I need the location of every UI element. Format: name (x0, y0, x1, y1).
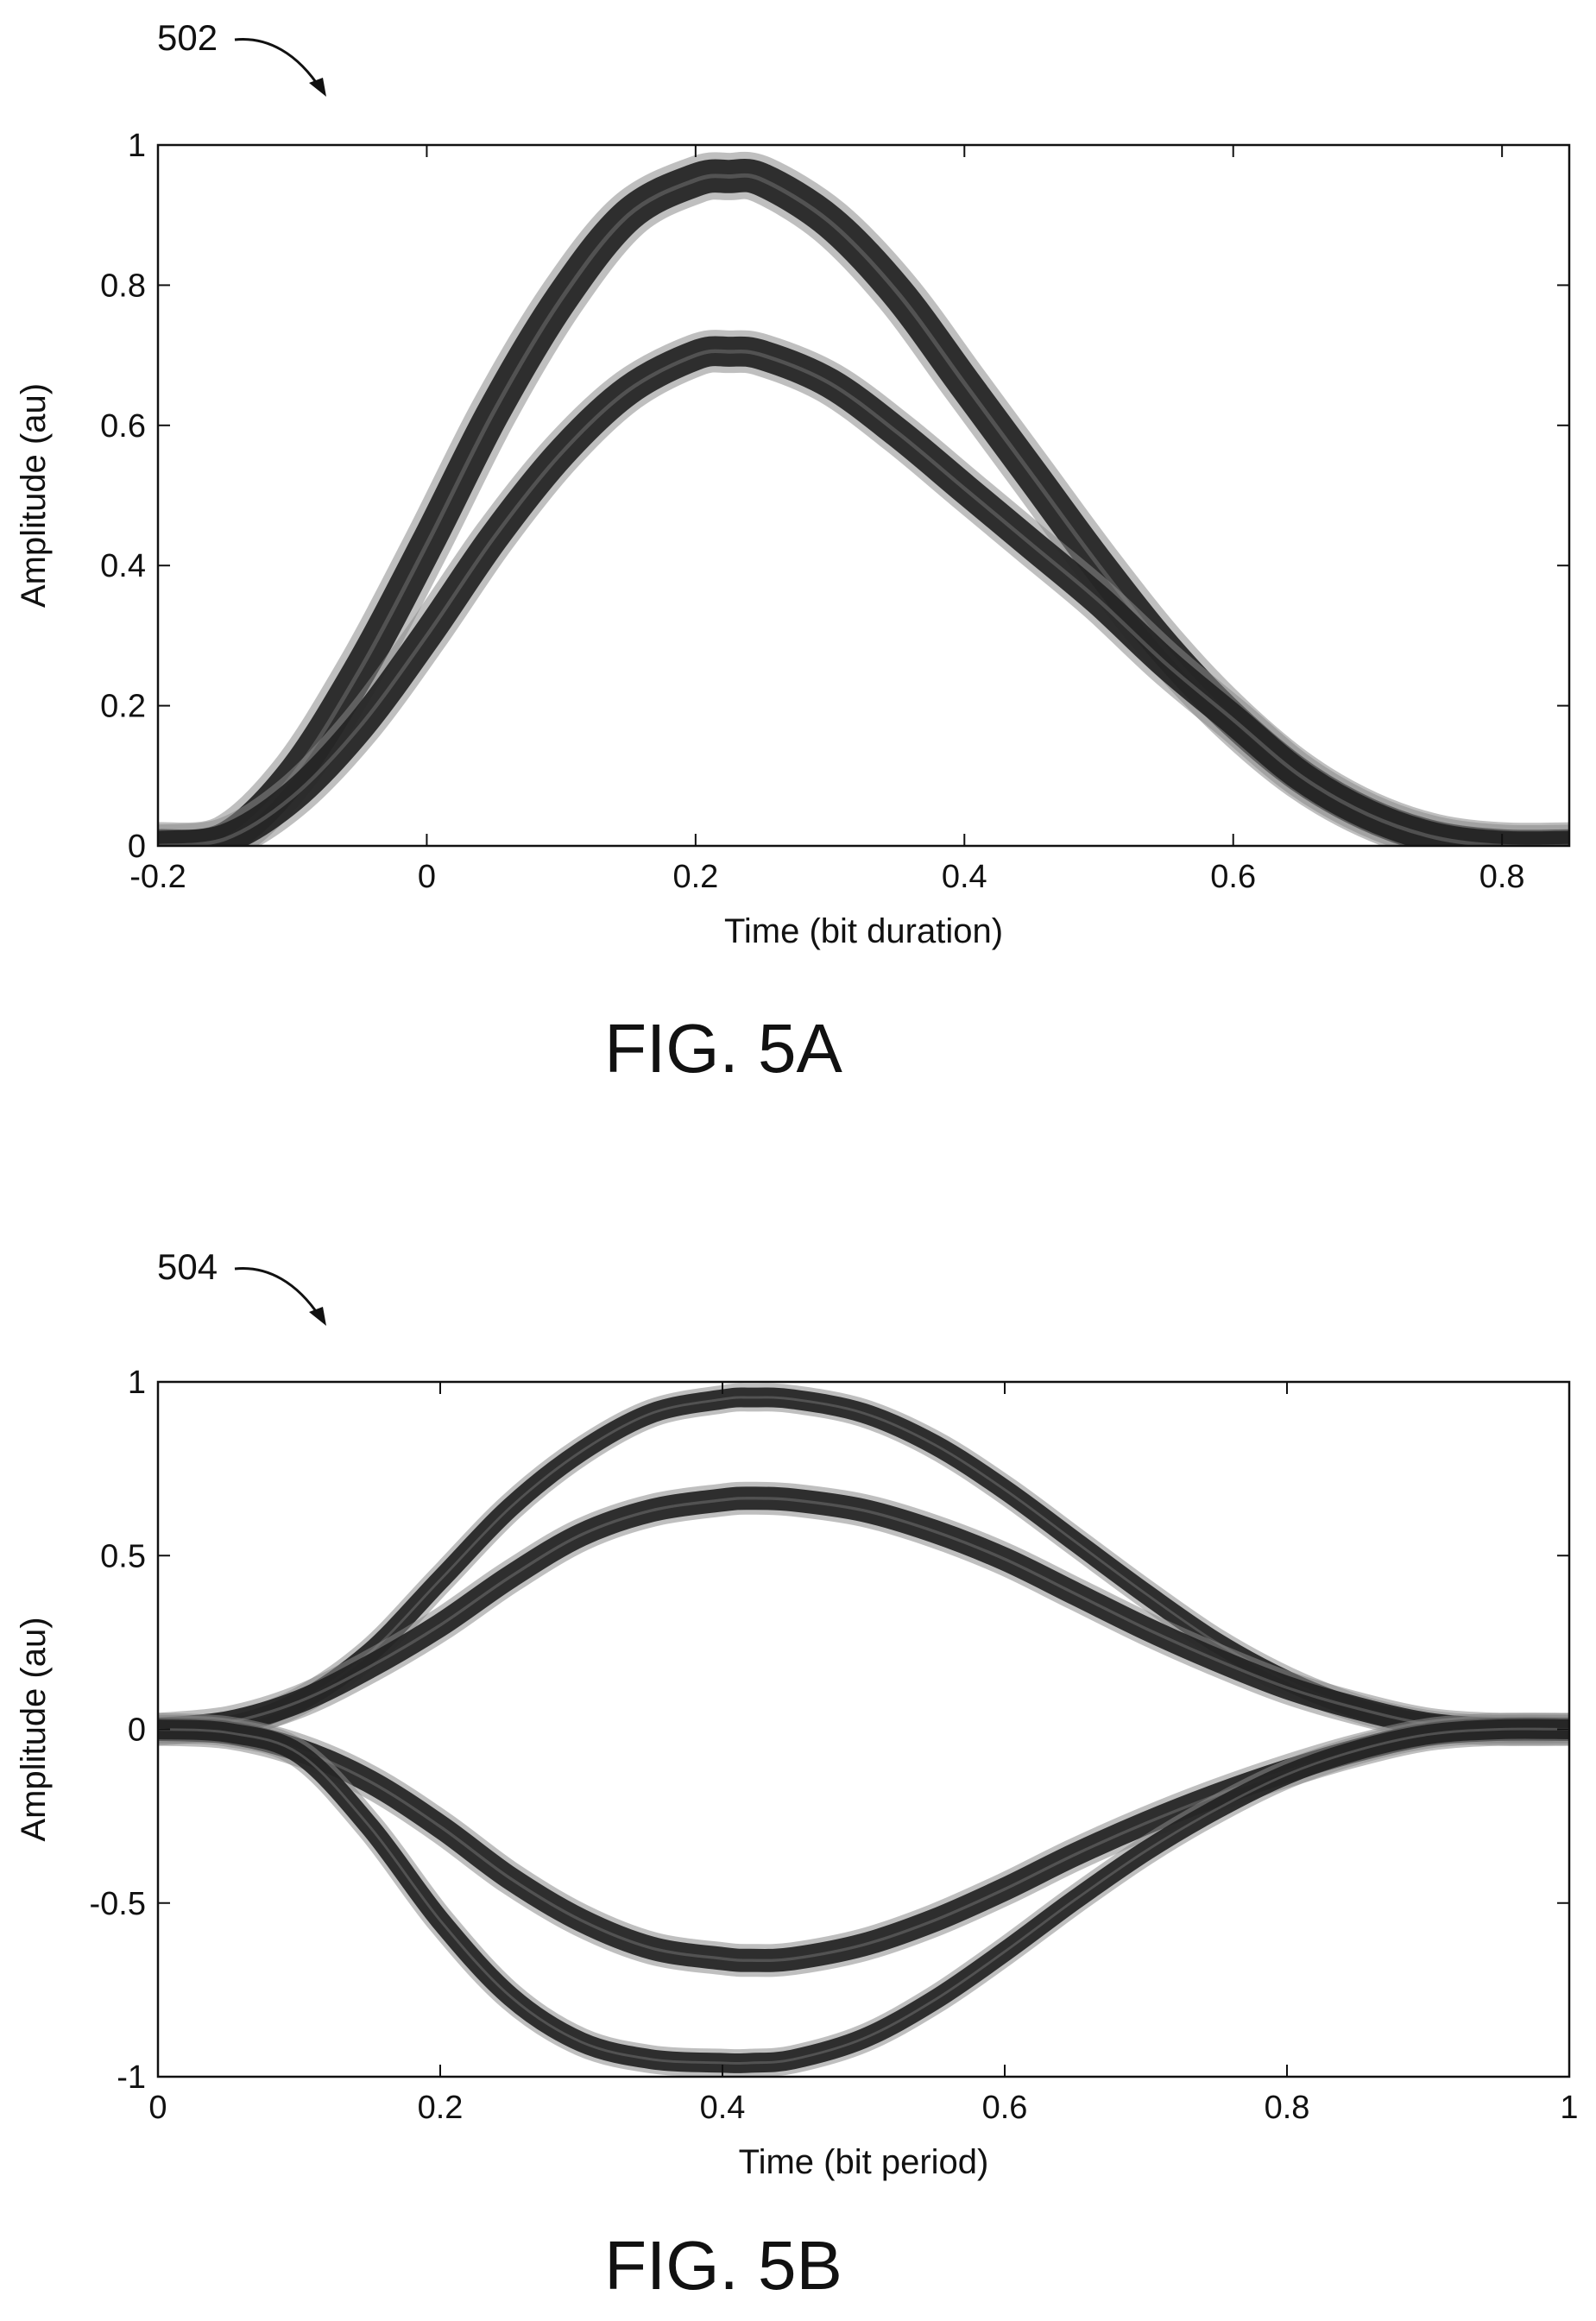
figure-5b-series-4-band (158, 1714, 1569, 2077)
y-tick-label: 0.2 (100, 689, 146, 725)
x-tick-label: 0 (418, 859, 436, 895)
figure-5a-ref-number: 502 (157, 17, 218, 58)
x-tick-label: 0.8 (1479, 859, 1525, 895)
figure-5a-series-2-band (158, 330, 1569, 846)
x-tick-label: 0.4 (942, 859, 987, 895)
figure-5a-caption: FIG. 5A (604, 1010, 842, 1087)
x-tick-label: 0.6 (982, 2090, 1028, 2126)
y-tick-label: -0.5 (90, 1886, 146, 1922)
figure-5b-x-axis: 0 0.2 0.4 0.6 0.8 1 (148, 1382, 1579, 2126)
figure-5a-y-axis-label: Amplitude (au) (15, 383, 53, 608)
x-tick-label: 0.8 (1265, 2090, 1310, 2126)
x-tick-label: 0.4 (700, 2090, 746, 2126)
figure-5b-caption: FIG. 5B (604, 2227, 842, 2304)
figure-5b-ref-number: 504 (157, 1246, 218, 1287)
figure-5a-bands (158, 151, 1569, 846)
figure-5b-y-axis-label: Amplitude (au) (15, 1617, 53, 1841)
figure-5b-ref-arrowhead (309, 1307, 326, 1326)
x-tick-label: 0 (148, 2090, 167, 2126)
y-tick-label: -1 (117, 2059, 146, 2096)
x-tick-label: 0.2 (418, 2090, 464, 2126)
figure-5a: 502 -0.2 0 0.2 0.4 0.6 0.8 00.20.40.60.81 Tim… (15, 17, 1571, 1087)
x-tick-label: -0.2 (129, 859, 186, 895)
x-tick-label: 0.6 (1210, 859, 1256, 895)
figure-5a-chart: -0.2 0 0.2 0.4 0.6 0.8 00.20.40.60.81 Time (b… (15, 128, 1571, 950)
figure-5a-ref-arrow (234, 38, 323, 91)
figure-5b-x-axis-label: Time (bit period) (739, 2143, 989, 2181)
y-tick-label: 1 (128, 1365, 146, 1401)
y-tick-label: 0.5 (100, 1538, 146, 1574)
figure-5a-y-axis: 0 0.2 0.4 0.6 0.8 1 (100, 128, 1569, 865)
figure-5a-ref-arrowhead (309, 78, 326, 97)
figure-5b-ref-arrow (234, 1267, 323, 1320)
x-tick-label: 0.2 (672, 859, 718, 895)
figure-5a-x-axis-label: Time (bit duration) (724, 912, 1003, 950)
y-tick-label: 1 (128, 128, 146, 164)
y-tick-label: 0.8 (100, 268, 146, 304)
y-tick-label: 0.4 (100, 548, 146, 584)
figure-5a-plot-frame (156, 143, 1571, 848)
y-tick-label: 0 (128, 829, 146, 865)
y-tick-label: 0 (128, 1712, 146, 1749)
figure-5a-x-axis: -0.2 0 0.2 0.4 0.6 0.8 (129, 145, 1525, 895)
figure-5b-bands (158, 1383, 1569, 2077)
figure-5b: 504 0 0.2 0.4 0.6 0.8 1 -1 -0.5 0 0.5 1 Time (bit… (15, 1246, 1579, 2304)
figure-5b-plot-frame (156, 1380, 1571, 2078)
x-tick-label: 1 (1560, 2090, 1578, 2126)
y-tick-label: 0.6 (100, 408, 146, 445)
figure-5b-series-2-band (158, 1481, 1569, 1746)
figure-5b-y-axis: -1 -0.5 0 0.5 1 (90, 1365, 1569, 2096)
figure-5b-chart: 0 0.2 0.4 0.6 0.8 1 -1 -0.5 0 0.5 1 Time (bit per… (15, 1365, 1579, 2181)
